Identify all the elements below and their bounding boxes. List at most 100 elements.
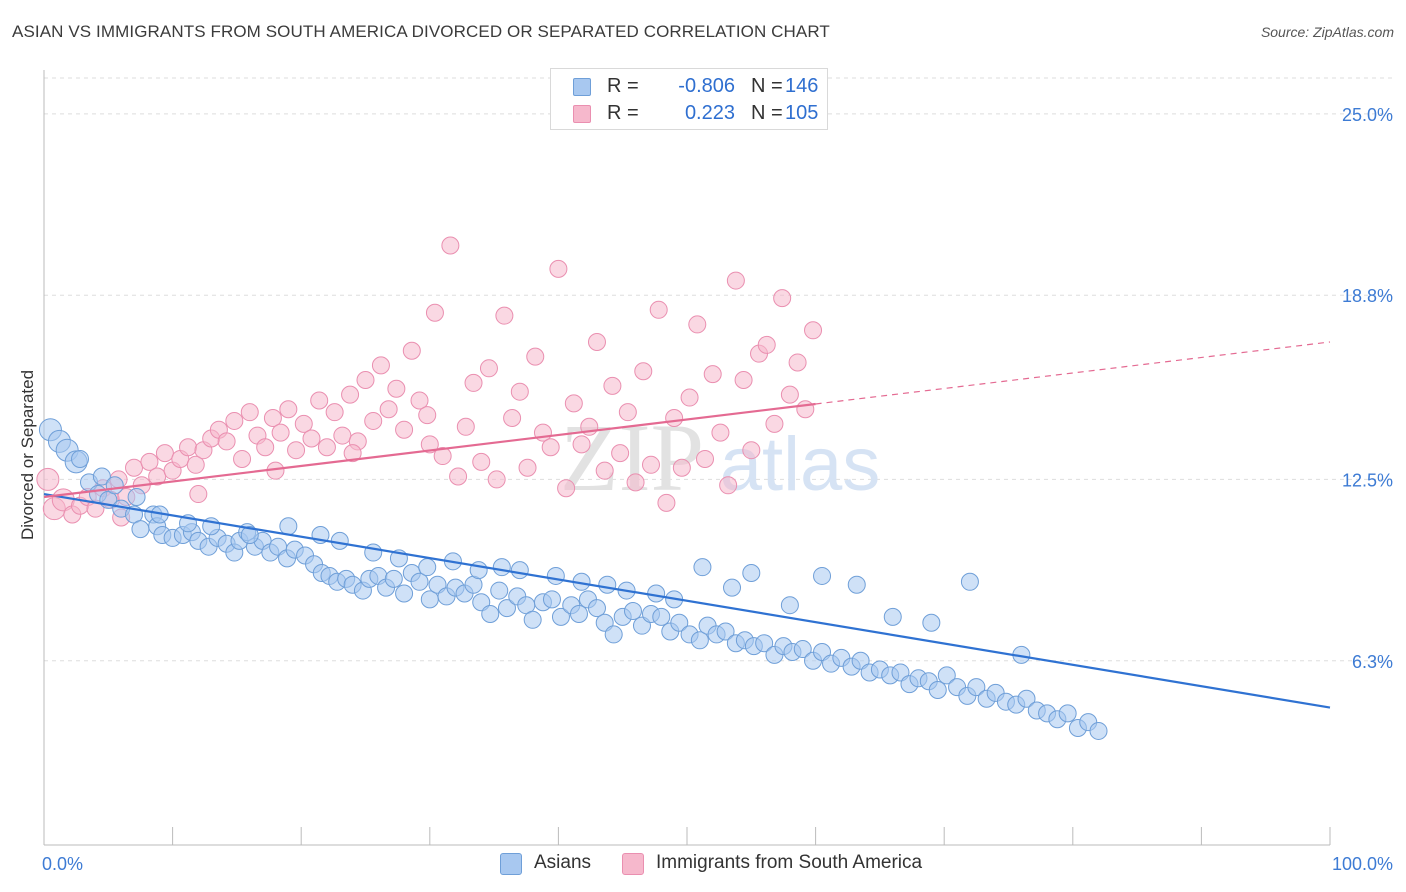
pink-point bbox=[294, 414, 313, 433]
pink-point bbox=[672, 458, 691, 477]
blue-point bbox=[1089, 721, 1108, 740]
pink-point bbox=[302, 429, 321, 448]
blue-point bbox=[492, 558, 511, 577]
pink-point bbox=[734, 371, 753, 389]
pink-point bbox=[317, 438, 336, 457]
legend-label: Immigrants from South America bbox=[656, 852, 923, 873]
blue-point bbox=[652, 607, 671, 626]
pink-point bbox=[395, 420, 414, 439]
r-label: R = bbox=[607, 75, 639, 97]
pink-point bbox=[418, 406, 437, 425]
blue-point bbox=[418, 558, 437, 577]
pink-point bbox=[287, 441, 306, 460]
pink-point bbox=[225, 411, 244, 430]
pink-point bbox=[726, 271, 745, 290]
pink-point bbox=[503, 409, 522, 428]
blue-point bbox=[670, 613, 689, 632]
n-value: 105 bbox=[785, 102, 819, 124]
pink-point bbox=[526, 347, 545, 366]
blue-point bbox=[742, 564, 761, 583]
pink-point bbox=[379, 400, 398, 419]
y-tick-label-1: 12.5% bbox=[1342, 470, 1393, 490]
pink-point bbox=[657, 493, 676, 512]
pink-point bbox=[240, 403, 259, 422]
blue-point bbox=[497, 599, 516, 618]
y-tick-label-0: 6.3% bbox=[1352, 652, 1393, 672]
blue-point bbox=[490, 581, 509, 600]
watermark-atlas: atlas bbox=[720, 422, 881, 507]
blue-point bbox=[922, 613, 941, 632]
pink-point bbox=[773, 289, 792, 308]
chart-title: ASIAN VS IMMIGRANTS FROM SOUTH AMERICA D… bbox=[12, 22, 830, 41]
pink-point bbox=[425, 303, 444, 322]
pink-point bbox=[641, 455, 660, 474]
pink-point bbox=[572, 435, 591, 454]
pink-point bbox=[541, 438, 560, 457]
blue-point bbox=[847, 575, 866, 594]
legend-swatch-pink bbox=[622, 853, 644, 875]
pink-point bbox=[148, 467, 167, 486]
pink-point bbox=[472, 452, 491, 471]
blue-point bbox=[693, 558, 712, 577]
blue-point bbox=[523, 610, 542, 629]
pink-point bbox=[680, 388, 699, 407]
pink-point bbox=[36, 467, 60, 491]
pink-point bbox=[742, 441, 761, 460]
pink-point bbox=[456, 417, 475, 436]
watermark: ZIP atlas bbox=[560, 404, 880, 511]
pink-point bbox=[788, 353, 807, 372]
blue-point bbox=[780, 596, 799, 615]
trend-line-asians bbox=[43, 492, 1331, 709]
legend-swatch-blue bbox=[573, 78, 591, 96]
blue-point bbox=[542, 590, 561, 609]
blue-point bbox=[813, 566, 832, 585]
n-value: 146 bbox=[785, 75, 819, 97]
pink-point bbox=[765, 414, 784, 433]
pink-point bbox=[595, 461, 614, 480]
pink-point bbox=[356, 371, 375, 389]
pink-point bbox=[634, 362, 653, 381]
blue-point bbox=[793, 640, 812, 659]
legend-swatch-pink bbox=[573, 105, 591, 123]
blue-point bbox=[928, 681, 947, 699]
blue-point bbox=[967, 678, 986, 697]
blue-point bbox=[551, 607, 570, 626]
pink-point bbox=[263, 409, 282, 428]
correlation-legend: R = -0.806 N = 146 R = 0.223 N = 105 bbox=[550, 68, 828, 130]
pink-point bbox=[618, 403, 637, 422]
pink-point bbox=[479, 359, 498, 378]
blue-point bbox=[598, 575, 617, 594]
pink-point bbox=[186, 455, 205, 474]
blue-point bbox=[960, 572, 979, 591]
pink-point bbox=[611, 444, 630, 463]
pink-point bbox=[341, 385, 360, 404]
trend-line-south-america bbox=[43, 402, 816, 499]
pink-point bbox=[325, 403, 344, 422]
pink-point bbox=[549, 259, 568, 278]
blue-point bbox=[131, 520, 150, 539]
pink-point bbox=[719, 476, 738, 495]
pink-point bbox=[387, 379, 406, 398]
pink-point bbox=[564, 394, 583, 413]
pink-point bbox=[125, 458, 144, 477]
blue-point bbox=[71, 449, 90, 468]
pink-points bbox=[36, 236, 823, 527]
blue-point bbox=[410, 572, 429, 591]
y-tick-label-2: 18.8% bbox=[1342, 286, 1393, 306]
x-tick-label-min: 0.0% bbox=[42, 854, 83, 874]
pink-point bbox=[757, 335, 776, 354]
trend-lines bbox=[43, 341, 1331, 709]
blue-point bbox=[604, 625, 623, 644]
pink-point bbox=[587, 332, 606, 351]
pink-point bbox=[696, 449, 715, 468]
pink-point bbox=[665, 409, 684, 428]
pink-point bbox=[343, 444, 362, 463]
blue-point bbox=[1017, 689, 1036, 708]
pink-point bbox=[495, 306, 514, 325]
pink-point bbox=[464, 373, 483, 392]
blue-point bbox=[481, 604, 500, 623]
blue-point bbox=[330, 531, 349, 550]
n-label: N = bbox=[751, 102, 783, 124]
pink-point bbox=[364, 411, 383, 430]
pink-point bbox=[217, 432, 236, 451]
